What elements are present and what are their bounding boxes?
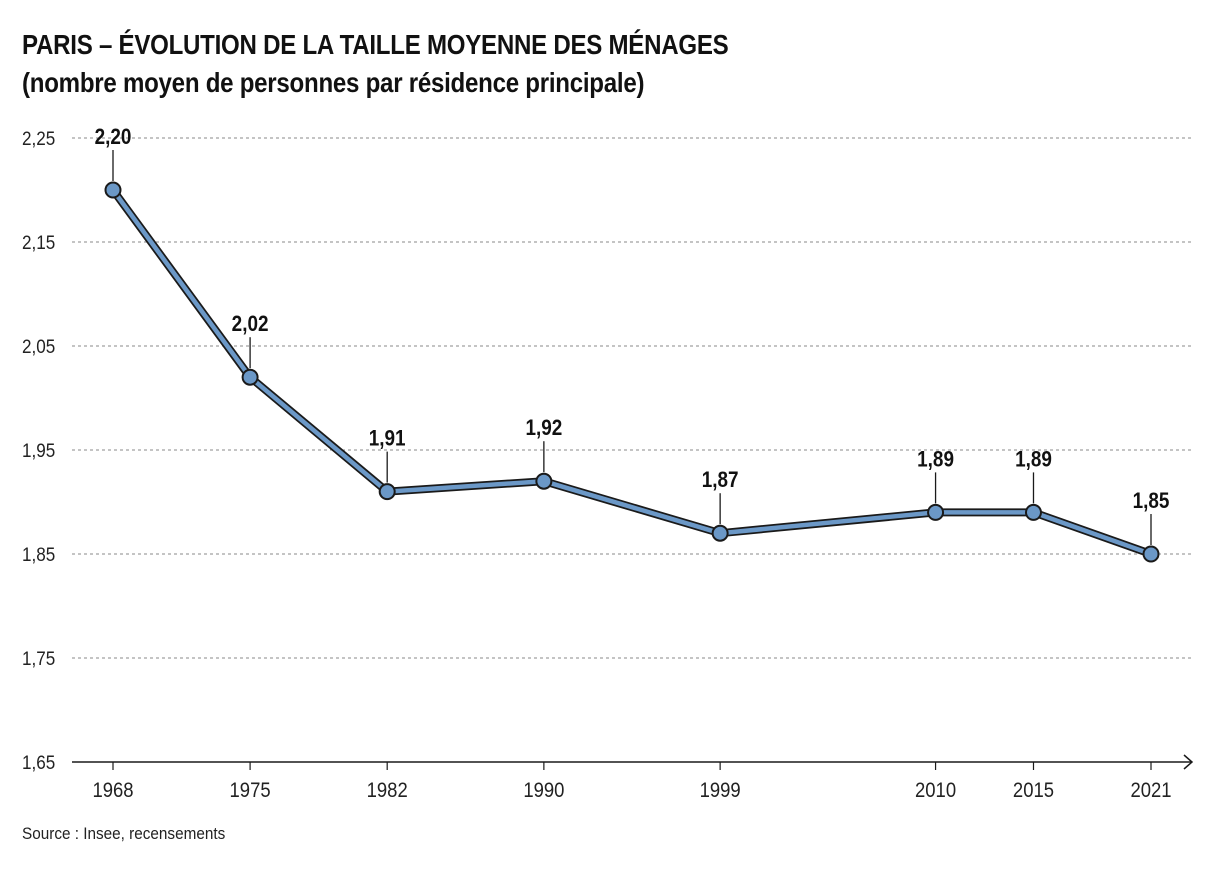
data-point [378, 483, 396, 501]
y-tick-label: 1,65 [22, 752, 55, 773]
y-tick-label: 2,25 [22, 128, 55, 149]
x-tick-label: 1968 [92, 779, 133, 802]
series-line-outline [109, 186, 1155, 558]
x-axis-arrow [1183, 754, 1194, 770]
y-tick-label: 2,15 [22, 232, 55, 253]
data-point [241, 368, 259, 386]
data-point [1142, 545, 1160, 563]
data-point [535, 472, 553, 490]
x-tick-label: 1990 [523, 779, 564, 802]
y-tick-label: 1,75 [22, 648, 55, 669]
data-point [927, 503, 945, 521]
series-line [110, 187, 1154, 557]
data-point [711, 524, 729, 542]
data-point [1024, 503, 1042, 521]
source-note: Source : Insee, recensements [22, 824, 226, 843]
data-label: 1,89 [1015, 447, 1052, 472]
data-label: 1,89 [917, 447, 954, 472]
y-tick-label: 1,85 [22, 544, 55, 565]
y-tick-label: 2,05 [22, 336, 55, 357]
data-point [104, 181, 122, 199]
title-line-1: PARIS – ÉVOLUTION DE LA TAILLE MOYENNE D… [22, 29, 729, 60]
x-tick-label: 1975 [230, 779, 271, 802]
data-label: 1,87 [702, 468, 739, 493]
chart-title: PARIS – ÉVOLUTION DE LA TAILLE MOYENNE D… [22, 26, 843, 102]
data-label: 1,91 [369, 426, 406, 451]
x-tick-label: 2021 [1130, 779, 1171, 802]
y-tick-label: 1,95 [22, 440, 55, 461]
x-tick-label: 1999 [700, 779, 741, 802]
x-tick-label: 2010 [915, 779, 956, 802]
data-label: 2,20 [95, 125, 132, 150]
data-label: 1,85 [1133, 489, 1170, 514]
data-label: 1,92 [525, 416, 562, 441]
data-label: 2,02 [232, 312, 269, 337]
x-tick-label: 2015 [1013, 779, 1054, 802]
title-line-2: (nombre moyen de personnes par résidence… [22, 67, 645, 98]
x-tick-label: 1982 [367, 779, 408, 802]
